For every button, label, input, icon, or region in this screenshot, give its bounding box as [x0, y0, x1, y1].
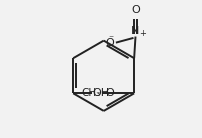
Text: O: O	[131, 5, 140, 15]
Text: CH₃: CH₃	[82, 88, 101, 98]
Text: ⁻: ⁻	[108, 34, 113, 44]
Text: +: +	[140, 29, 146, 38]
Text: N: N	[131, 26, 140, 36]
Text: OH: OH	[93, 88, 110, 98]
Text: O: O	[106, 38, 115, 48]
Text: O: O	[106, 88, 115, 98]
